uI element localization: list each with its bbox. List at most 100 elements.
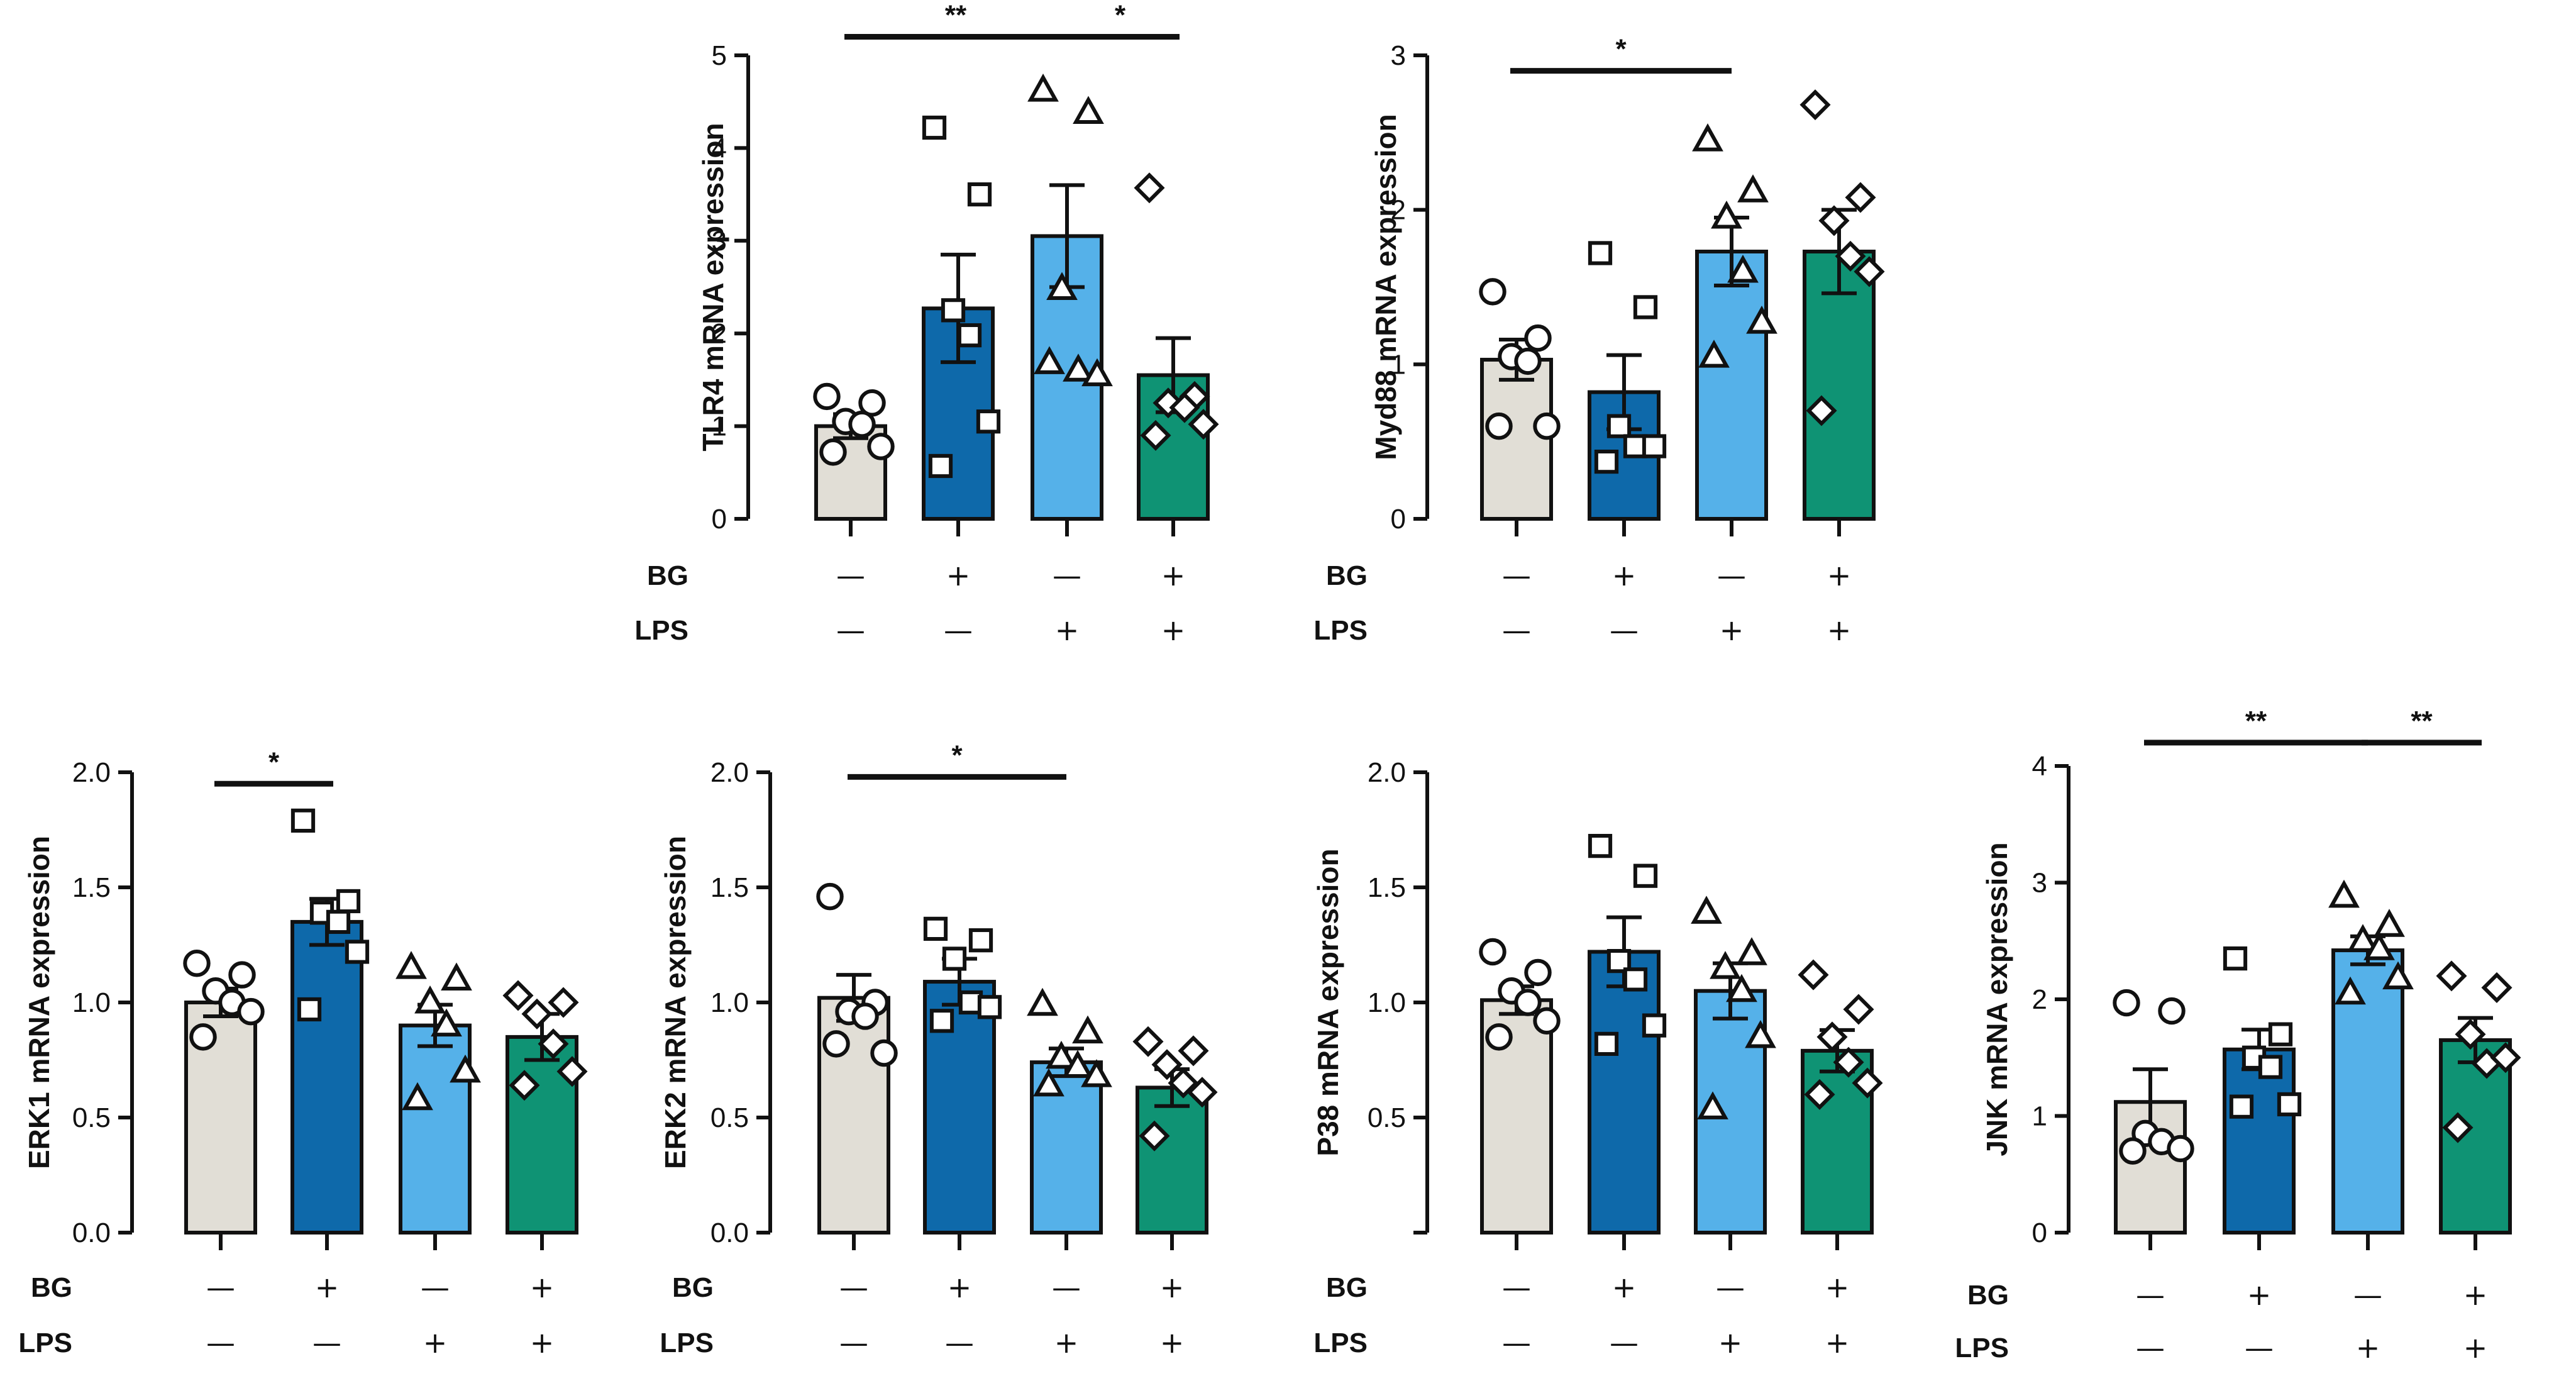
data-point-lps [1081, 1059, 1112, 1087]
data-point-lps [1691, 896, 1722, 924]
jnk-panel: 0 1 2 3 4 JNK mRNA expression BG LPS — — + — — + + + ** *… [1955, 706, 2521, 1365]
lps-condition-mark: + [1718, 1326, 1743, 1360]
data-point-bg-lps [1816, 1021, 1848, 1053]
bg-row-label: BG [1967, 1280, 2009, 1311]
bg-condition-mark: + [2463, 1278, 2488, 1312]
data-point-bg-lps [1833, 1046, 1864, 1078]
data-point-lps [1046, 1040, 1077, 1069]
lps-condition-mark: — [2245, 1331, 2274, 1365]
lps-condition-mark: — [1610, 1326, 1639, 1360]
y-tick-label: 1.0 [72, 987, 111, 1018]
data-point-bg-lps [1139, 1120, 1170, 1151]
lps-condition-mark: — [1610, 613, 1639, 647]
lps-condition-mark: + [1054, 1326, 1079, 1360]
bg-condition-mark: — [839, 1270, 868, 1304]
data-point-control [2167, 1135, 2194, 1163]
data-point-control [1533, 412, 1561, 440]
y-tick-label: 1 [1391, 349, 1406, 380]
y-tick-label: 3 [1391, 40, 1406, 71]
tlr4-panel: 0 1 2 3 4 5 TLR4 mRNA expression BG LPS — — + — — + + + *… [634, 0, 1219, 647]
bg-condition-mark: + [2247, 1278, 2272, 1312]
data-point-bg [2258, 1055, 2283, 1079]
lps-condition-mark: — [1502, 613, 1531, 647]
data-point-lps [1027, 74, 1059, 102]
bg-condition-mark: — [1717, 558, 1746, 592]
data-point-control [2119, 1137, 2147, 1165]
bg-row-label: BG [672, 1272, 714, 1303]
data-point-bg-lps [1186, 1077, 1218, 1108]
bg-condition-mark: + [1160, 1270, 1185, 1304]
data-point-bg-lps [521, 998, 553, 1029]
data-point-lps [2328, 879, 2360, 908]
data-point-control [1533, 1007, 1561, 1035]
data-point-bg-lps [1134, 172, 1165, 204]
data-point-bg [297, 997, 322, 1022]
data-point-lps [1726, 974, 1757, 1002]
y-tick-label: 4 [2032, 751, 2047, 782]
y-tick-label: 0 [2032, 1218, 2047, 1248]
data-point-bg-lps [1178, 1035, 1209, 1067]
data-point-bg [326, 909, 351, 935]
data-point-control [237, 997, 265, 1026]
data-point-lps [1062, 1050, 1093, 1079]
bg-condition-mark: — [1502, 558, 1531, 592]
data-point-lps [402, 1082, 433, 1111]
data-point-lps [1697, 1091, 1728, 1119]
data-point-bg [941, 298, 966, 323]
lps-condition-mark: + [423, 1326, 448, 1360]
data-point-bg [928, 453, 953, 479]
lps-condition-mark: — [206, 1326, 235, 1360]
y-tick-label: 1.0 [710, 987, 749, 1018]
data-point-bg-lps [1845, 182, 1876, 213]
data-point-bg [922, 115, 947, 140]
data-point-bg [1642, 434, 1667, 458]
data-point-lps [2347, 924, 2379, 952]
y-tick-label: 1 [2032, 1101, 2047, 1132]
lps-condition-mark: + [1720, 613, 1744, 647]
lps-condition-mark: + [1825, 1326, 1850, 1360]
data-point-lps [441, 962, 472, 990]
bg-condition-mark: — [1716, 1270, 1745, 1304]
data-point-lps [1745, 1019, 1776, 1048]
lps-condition-mark: + [2356, 1331, 2380, 1365]
data-point-lps [1072, 1015, 1103, 1044]
lps-condition-mark: — [2136, 1331, 2165, 1365]
data-point-control [183, 950, 211, 977]
data-point-control [822, 1030, 850, 1058]
data-point-bg-lps [2490, 1042, 2521, 1074]
data-point-bg [1633, 863, 1658, 888]
data-point-bg [1633, 295, 1658, 319]
data-point-lps [1711, 201, 1742, 229]
data-point-bg-lps [1835, 240, 1866, 272]
data-point-lps [1081, 358, 1113, 387]
bg-condition-mark: — [1052, 1270, 1081, 1304]
data-point-bg-lps [1151, 1049, 1183, 1080]
bar-lps [399, 1023, 472, 1235]
data-point-bg [1588, 241, 1613, 265]
bg-condition-mark: — [1053, 558, 1081, 592]
y-tick-label: 0 [712, 504, 727, 535]
data-point-bg-lps [2481, 972, 2512, 1003]
data-point-bg [345, 940, 370, 964]
lps-row-label: LPS [1313, 1328, 1368, 1358]
data-point-control [813, 382, 841, 411]
data-point-bg-lps [1169, 392, 1200, 423]
data-point-bg-lps [1799, 89, 1831, 121]
erk2-panel: 0.0 0.5 1.0 1.5 2.0 ERK2 mRNA expression BG LPS… [659, 740, 1218, 1360]
y-tick-label: 5 [712, 40, 727, 71]
data-point-bg [290, 808, 316, 833]
data-point-lps [1046, 272, 1078, 301]
y-tick-label: 1.5 [1368, 872, 1406, 903]
data-point-bg [942, 946, 967, 971]
data-point-lps [1027, 987, 1058, 1016]
data-point-bg-lps [1804, 1079, 1835, 1110]
bar-bg-lps [1136, 1085, 1208, 1235]
bg-condition-mark: + [1827, 558, 1852, 592]
erk1-panel: 0.0 0.5 1.0 1.5 2.0 ERK1 mRNA expression BG LPS… [18, 746, 588, 1360]
significance-label: * [1115, 0, 1126, 31]
y-tick-label: 2.0 [1368, 757, 1406, 788]
bg-row-label: BG [1326, 560, 1368, 591]
data-point-lps [1033, 1068, 1064, 1097]
data-point-bg [958, 990, 983, 1015]
